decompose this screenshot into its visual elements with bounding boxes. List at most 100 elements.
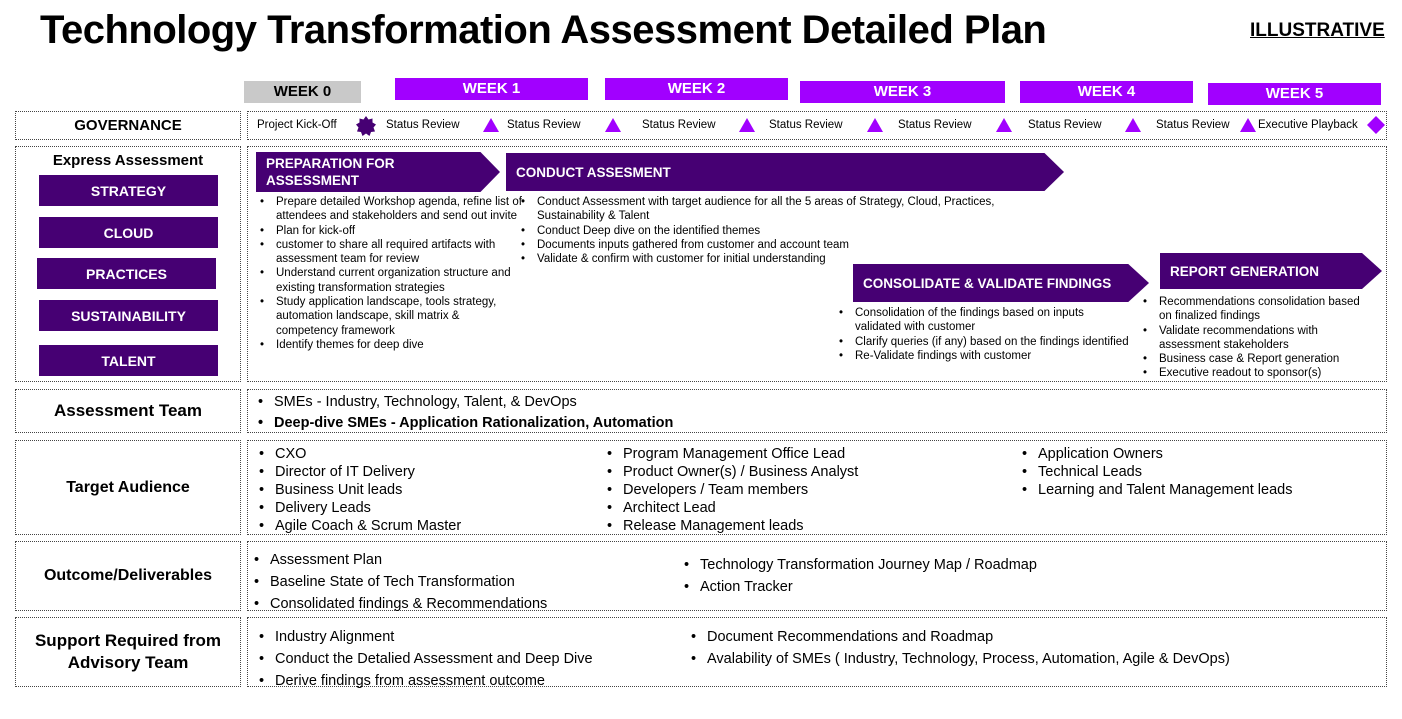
governance-timeline bbox=[247, 111, 1387, 140]
list-item: Application Owners bbox=[1016, 445, 1376, 463]
week-5-header: WEEK 5 bbox=[1208, 83, 1381, 105]
list-item: Deep-dive SMEs - Application Rationaliza… bbox=[252, 413, 1352, 434]
list-item: Program Management Office Lead bbox=[601, 445, 1001, 463]
support-col1: Industry Alignment Conduct the Detalied … bbox=[253, 626, 673, 692]
list-item: Release Management leads bbox=[601, 517, 1001, 535]
support-panel bbox=[247, 617, 1387, 687]
list-item: Learning and Talent Management leads bbox=[1016, 481, 1376, 499]
milestone-triangle-icon bbox=[996, 118, 1012, 132]
list-item: Recommendations consolidation based on f… bbox=[1137, 295, 1365, 324]
list-item: Avalability of SMEs ( Industry, Technolo… bbox=[685, 648, 1375, 670]
governance-status-review-5: Status Review bbox=[898, 119, 972, 131]
list-item: Assessment Plan bbox=[248, 549, 668, 571]
governance-kickoff: Project Kick-Off bbox=[257, 119, 337, 131]
support-label: Support Required from Advisory Team bbox=[15, 617, 241, 687]
milestone-triangle-icon bbox=[739, 118, 755, 132]
outcome-label: Outcome/Deliverables bbox=[15, 541, 241, 611]
governance-status-review-6: Status Review bbox=[1028, 119, 1102, 131]
support-col2: Document Recommendations and Roadmap Ava… bbox=[685, 626, 1375, 670]
week-1-header: WEEK 1 bbox=[395, 78, 588, 100]
governance-status-review-4: Status Review bbox=[769, 119, 843, 131]
phase-preparation-chevron: PREPARATION FOR ASSESSMENT bbox=[256, 152, 500, 192]
list-item: Study application landscape, tools strat… bbox=[254, 295, 524, 338]
milestone-triangle-icon bbox=[1125, 118, 1141, 132]
list-item: Architect Lead bbox=[601, 499, 1001, 517]
governance-label: GOVERNANCE bbox=[15, 111, 241, 140]
phase-consolidate-bullets: Consolidation of the findings based on i… bbox=[833, 306, 1133, 363]
list-item: Identify themes for deep dive bbox=[254, 338, 524, 353]
governance-executive-playback: Executive Playback bbox=[1258, 119, 1358, 131]
list-item: Agile Coach & Scrum Master bbox=[253, 517, 583, 535]
illustrative-tag: ILLUSTRATIVE bbox=[1250, 20, 1385, 41]
list-item: Conduct Deep dive on the identified them… bbox=[515, 224, 1055, 239]
category-cloud: CLOUD bbox=[39, 217, 218, 248]
week-4-header: WEEK 4 bbox=[1020, 81, 1193, 103]
list-item: Validate recommendations with assessment… bbox=[1137, 324, 1365, 353]
phase-conduct-chevron: CONDUCT ASSESMENT bbox=[506, 153, 1064, 191]
phase-conduct-title: CONDUCT ASSESMENT bbox=[516, 164, 671, 180]
list-item: Technology Transformation Journey Map / … bbox=[678, 554, 1178, 576]
assessment-team-list: SMEs - Industry, Technology, Talent, & D… bbox=[252, 392, 1352, 434]
express-assessment-heading: Express Assessment bbox=[52, 152, 204, 169]
target-audience-col2: Program Management Office Lead Product O… bbox=[601, 445, 1001, 535]
milestone-triangle-icon bbox=[867, 118, 883, 132]
list-item: Derive findings from assessment outcome bbox=[253, 670, 673, 692]
category-strategy: STRATEGY bbox=[39, 175, 218, 206]
week-2-header: WEEK 2 bbox=[605, 78, 788, 100]
list-item: Baseline State of Tech Transformation bbox=[248, 571, 668, 593]
list-item: Clarify queries (if any) based on the fi… bbox=[833, 335, 1133, 350]
list-item: Director of IT Delivery bbox=[253, 463, 583, 481]
outcome-col2: Technology Transformation Journey Map / … bbox=[678, 554, 1178, 598]
category-practices: PRACTICES bbox=[37, 258, 216, 289]
phase-consolidate-title: CONSOLIDATE & VALIDATE FINDINGS bbox=[863, 275, 1112, 291]
target-audience-col1: CXO Director of IT Delivery Business Uni… bbox=[253, 445, 583, 535]
target-audience-col3: Application Owners Technical Leads Learn… bbox=[1016, 445, 1376, 499]
phase-report-chevron: REPORT GENERATION bbox=[1160, 253, 1382, 289]
executive-playback-diamond-icon bbox=[1367, 116, 1385, 134]
governance-status-review-1: Status Review bbox=[386, 119, 460, 131]
list-item: Document Recommendations and Roadmap bbox=[685, 626, 1375, 648]
list-item: Delivery Leads bbox=[253, 499, 583, 517]
list-item: Executive readout to sponsor(s) bbox=[1137, 366, 1365, 381]
phases-panel bbox=[247, 146, 1387, 382]
phase-preparation-bullets: Prepare detailed Workshop agenda, refine… bbox=[254, 195, 524, 353]
list-item: SMEs - Industry, Technology, Talent, & D… bbox=[252, 392, 1352, 413]
category-talent: TALENT bbox=[39, 345, 218, 376]
milestone-triangle-icon bbox=[483, 118, 499, 132]
list-item: Conduct Assessment with target audience … bbox=[515, 195, 1055, 224]
week-0-header: WEEK 0 bbox=[244, 81, 361, 103]
list-item: Consolidation of the findings based on i… bbox=[833, 306, 1133, 335]
phase-report-bullets: Recommendations consolidation based on f… bbox=[1137, 295, 1365, 381]
assessment-team-label: Assessment Team bbox=[15, 389, 241, 433]
list-item: Developers / Team members bbox=[601, 481, 1001, 499]
list-item: Re-Validate findings with customer bbox=[833, 349, 1133, 364]
outcome-col1: Assessment Plan Baseline State of Tech T… bbox=[248, 549, 668, 615]
phase-consolidate-chevron: CONSOLIDATE & VALIDATE FINDINGS bbox=[853, 264, 1149, 302]
kickoff-starburst-icon bbox=[356, 116, 376, 136]
list-item: Consolidated findings & Recommendations bbox=[248, 593, 668, 615]
list-item: Industry Alignment bbox=[253, 626, 673, 648]
list-item: CXO bbox=[253, 445, 583, 463]
phase-preparation-title: PREPARATION FOR ASSESSMENT bbox=[266, 156, 395, 188]
list-item: Action Tracker bbox=[678, 576, 1178, 598]
phase-conduct-bullets: Conduct Assessment with target audience … bbox=[515, 195, 1055, 267]
express-assessment-panel bbox=[15, 146, 241, 382]
governance-status-review-3: Status Review bbox=[642, 119, 716, 131]
week-3-header: WEEK 3 bbox=[800, 81, 1005, 103]
list-item: Plan for kick-off bbox=[254, 224, 524, 239]
list-item: customer to share all required artifacts… bbox=[254, 238, 524, 267]
list-item: Conduct the Detalied Assessment and Deep… bbox=[253, 648, 673, 670]
milestone-triangle-icon bbox=[1240, 118, 1256, 132]
list-item: Product Owner(s) / Business Analyst bbox=[601, 463, 1001, 481]
list-item: Validate & confirm with customer for ini… bbox=[515, 252, 1055, 267]
milestone-triangle-icon bbox=[605, 118, 621, 132]
governance-status-review-7: Status Review bbox=[1156, 119, 1230, 131]
list-item: Prepare detailed Workshop agenda, refine… bbox=[254, 195, 524, 224]
list-item: Business case & Report generation bbox=[1137, 352, 1365, 367]
governance-status-review-2: Status Review bbox=[507, 119, 581, 131]
list-item: Technical Leads bbox=[1016, 463, 1376, 481]
target-audience-label: Target Audience bbox=[15, 440, 241, 535]
list-item: Understand current organization structur… bbox=[254, 266, 524, 295]
phase-report-title: REPORT GENERATION bbox=[1170, 263, 1320, 279]
page-title: Technology Transformation Assessment Det… bbox=[40, 8, 1047, 52]
